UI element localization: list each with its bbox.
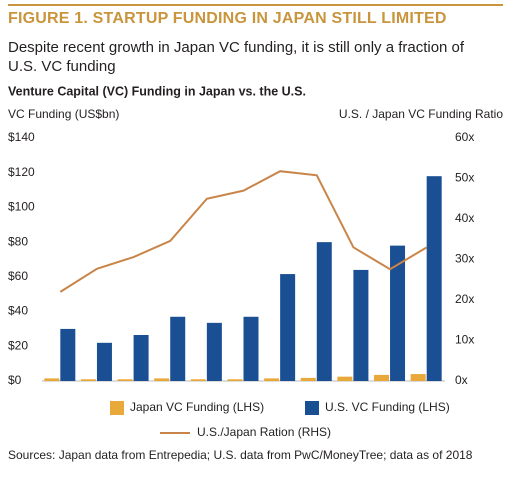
y-tick-label: $20 xyxy=(8,338,28,352)
chart-title: Venture Capital (VC) Funding in Japan vs… xyxy=(8,84,306,98)
y-tick-label: $140 xyxy=(8,130,35,144)
legend-label: Japan VC Funding (LHS) xyxy=(130,400,264,414)
legend-swatch xyxy=(110,401,124,415)
y-tick-label: $60 xyxy=(8,269,28,283)
bar xyxy=(264,378,280,381)
subtitle: Despite recent growth in Japan VC fundin… xyxy=(8,39,465,75)
y2-axis-label: U.S. / Japan VC Funding Ratio xyxy=(339,107,503,121)
bar xyxy=(60,328,76,381)
bar xyxy=(80,379,96,381)
y2-tick-label: 30x xyxy=(455,252,474,266)
bar xyxy=(280,274,296,381)
bar xyxy=(426,176,442,381)
y-tick-label: $0 xyxy=(8,373,22,387)
bar xyxy=(206,322,222,381)
bar xyxy=(154,378,170,381)
bar xyxy=(390,245,406,381)
legend-label: U.S./Japan Ration (RHS) xyxy=(197,425,331,439)
y-axis-label: VC Funding (US$bn) xyxy=(8,107,119,121)
bar xyxy=(353,269,369,381)
source: Sources: Japan data from Entrepedia; U.S… xyxy=(8,448,473,462)
y2-tick-label: 0x xyxy=(455,373,468,387)
title-rule xyxy=(8,4,503,6)
y2-tick-label: 40x xyxy=(455,211,474,225)
bar xyxy=(337,376,353,381)
figure-title: FIGURE 1. STARTUP FUNDING IN JAPAN STILL… xyxy=(8,10,447,27)
bar xyxy=(133,335,149,381)
bar xyxy=(410,374,426,381)
y-tick-label: $120 xyxy=(8,165,35,179)
y-tick-label: $100 xyxy=(8,200,35,214)
y-tick-label: $40 xyxy=(8,304,28,318)
y2-tick-label: 50x xyxy=(455,171,474,185)
bar xyxy=(190,379,206,381)
legend-label: U.S. VC Funding (LHS) xyxy=(325,400,450,414)
bar xyxy=(227,379,243,381)
y2-tick-label: 20x xyxy=(455,292,474,306)
bar xyxy=(117,379,133,381)
bar xyxy=(374,374,390,381)
bar xyxy=(170,316,186,381)
y-tick-label: $80 xyxy=(8,234,28,248)
bar xyxy=(96,342,112,381)
y2-tick-label: 60x xyxy=(455,130,474,144)
bar xyxy=(243,316,259,381)
ratio-line xyxy=(59,170,428,293)
bar xyxy=(44,378,60,381)
y2-tick-label: 10x xyxy=(455,333,474,347)
bar xyxy=(316,242,332,381)
legend-swatch xyxy=(305,401,319,415)
bar xyxy=(300,377,316,381)
